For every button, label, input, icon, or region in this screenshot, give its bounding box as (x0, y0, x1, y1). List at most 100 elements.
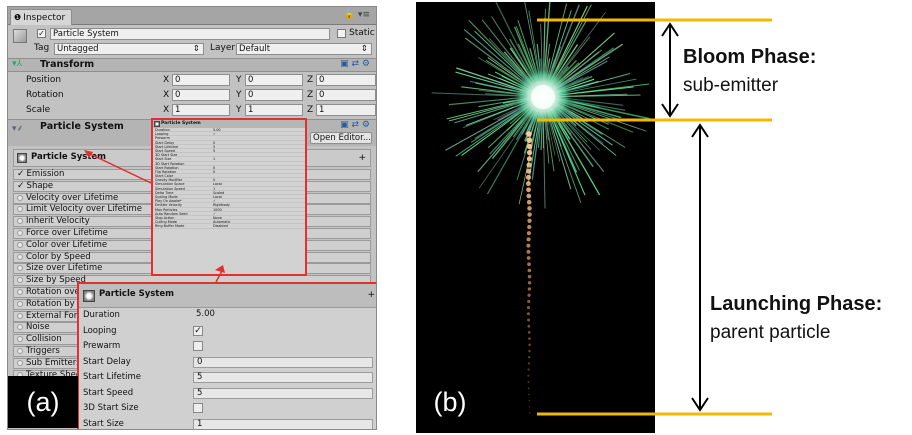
z-value-field[interactable]: 0 (316, 74, 376, 86)
transform-settings-icon[interactable]: ▣ ⇄ ⚙ (340, 59, 370, 69)
module-check-icon[interactable]: ✓ (17, 180, 25, 191)
zoom-large-row: Start Lifetime 5 (79, 371, 376, 384)
module-toggle-dot[interactable] (17, 230, 23, 236)
trail-spark (527, 362, 531, 365)
panel-b-label: (b) (433, 387, 467, 417)
trail-spark (527, 324, 531, 328)
module-toggle-dot[interactable] (17, 218, 23, 225)
trail-spark (526, 143, 533, 150)
module-toggle-dot[interactable] (17, 277, 23, 284)
trail-spark (526, 162, 532, 168)
transform-row-label: Position (26, 75, 62, 85)
inspector-tab[interactable]: ❶ Inspector (10, 9, 72, 25)
zoom-small-row-value: ✓ (213, 132, 216, 137)
zoom-small-row: Start Lifetime 5 (153, 145, 305, 149)
zoom-large-row-value[interactable] (193, 341, 203, 351)
zoom-small-row-value: 0 (213, 178, 216, 183)
module-label: Rotation by Spe (26, 298, 94, 309)
trail-spark (526, 312, 530, 316)
transform-row: Position X 0 Y 0 Z 0 (8, 74, 376, 87)
module-toggle-dot[interactable] (17, 289, 23, 295)
trail-spark (526, 168, 532, 174)
layer-dropdown[interactable]: Default ⇕ (236, 43, 372, 55)
trail-spark (528, 412, 531, 414)
zoom-large-row-value[interactable] (193, 403, 203, 413)
zoom-large-row-value[interactable]: 1 (193, 418, 373, 429)
trail-spark (526, 193, 532, 199)
module-label: Shape (26, 180, 54, 191)
trail-spark (525, 174, 531, 180)
module-toggle-dot[interactable] (17, 348, 23, 354)
module-toggle-dot[interactable] (17, 241, 23, 248)
tag-value: Untagged (57, 44, 99, 54)
zoom-large-row-value[interactable]: 5 (193, 372, 373, 383)
trail-spark (526, 131, 532, 137)
module-toggle-dot[interactable] (17, 324, 23, 331)
zoom-large-row-value[interactable]: ✓ (193, 325, 203, 336)
zoom-large-row-value[interactable]: 0 (193, 356, 373, 368)
module-toggle-dot[interactable] (17, 253, 23, 260)
axis-x-label: X (163, 75, 170, 85)
add-module-icon[interactable]: + (358, 153, 366, 163)
zoom-small-row: 3D Start Rotation (153, 162, 305, 166)
particle-system-icon (154, 121, 160, 127)
y-value-field[interactable]: 0 (245, 74, 303, 86)
trail-spark (526, 187, 531, 193)
ps-settings-icon[interactable]: ▣ ⇄ ⚙ (340, 120, 370, 130)
module-toggle-dot[interactable] (17, 312, 23, 319)
zoom-small-row-value: Local (213, 182, 222, 187)
static-label: Static (349, 28, 375, 38)
active-checkbox[interactable]: ✓ (37, 29, 46, 38)
y-value-field[interactable]: 1 (245, 104, 303, 116)
z-value-field[interactable]: 1 (316, 104, 376, 116)
zoom-small-row: Auto Random Seed ✓ (153, 212, 305, 216)
trail-spark (528, 393, 530, 396)
trail-spark (525, 181, 531, 187)
zoom-small-row-label: Max Particles (155, 207, 178, 212)
module-check-icon[interactable]: ✓ (17, 169, 25, 179)
zoom-small-row-label: Ring Buffer Mode (155, 224, 185, 229)
zoom-small-row-label: Delta Time (155, 190, 174, 195)
static-checkbox[interactable] (337, 29, 346, 38)
y-value-field[interactable]: 0 (245, 89, 303, 101)
transform-row: Scale X 1 Y 1 Z 1 (8, 104, 376, 117)
trail-spark (527, 374, 530, 377)
transform-header[interactable]: ▾⅄ Transform ▣ ⇄ ⚙ (8, 58, 376, 72)
module-label: Color by Speed (26, 251, 91, 262)
particle-system-component-icon: ▾⸙ (12, 124, 24, 134)
x-value-field[interactable]: 0 (172, 74, 230, 86)
zoom-small-row-value: Local (213, 195, 222, 199)
zoom-large-row-value[interactable]: 5 (193, 387, 373, 399)
particle-system-icon (83, 290, 95, 302)
zoom-small-row: Start Delay 0 (153, 141, 305, 145)
trail-spark (526, 256, 531, 260)
trail-spark (526, 156, 533, 162)
firework-render (431, 2, 650, 414)
launch-phase-subtitle: parent particle (710, 322, 831, 343)
zoom-small-row-label: Culling Mode (155, 220, 177, 225)
z-value-field[interactable]: 0 (316, 89, 376, 101)
module-toggle-dot[interactable] (17, 194, 23, 201)
module-toggle-dot[interactable] (17, 336, 23, 343)
x-value-field[interactable]: 0 (172, 89, 230, 101)
module-toggle-dot[interactable] (17, 359, 23, 366)
zoom-large-row-label: Start Size (83, 418, 124, 429)
lock-icon[interactable]: 🔒 ▾≡ (343, 10, 370, 20)
zoom-small-row: Stop Action None (153, 216, 305, 221)
x-value-field[interactable]: 1 (172, 104, 230, 116)
zoom-small-row: Start Size 1 (153, 157, 305, 162)
zoom-large-row-value[interactable]: 5.00 (196, 309, 215, 319)
trail-spark (527, 281, 532, 285)
module-toggle-dot[interactable] (17, 265, 23, 272)
open-editor-button[interactable]: Open Editor... (310, 132, 372, 144)
trail-spark (527, 287, 532, 291)
object-name-field[interactable]: Particle System (50, 28, 330, 40)
zoom-small-row: Scaling Mode Local (153, 195, 305, 200)
module-toggle-dot[interactable] (17, 300, 23, 307)
zoom-large-row: Start Size 1 (79, 418, 376, 429)
module-toggle-dot[interactable] (17, 206, 23, 213)
tag-dropdown[interactable]: Untagged ⇕ (54, 43, 204, 55)
trail-spark (527, 274, 532, 279)
trail-spark (527, 299, 531, 303)
axis-z-label: Z (307, 105, 314, 115)
